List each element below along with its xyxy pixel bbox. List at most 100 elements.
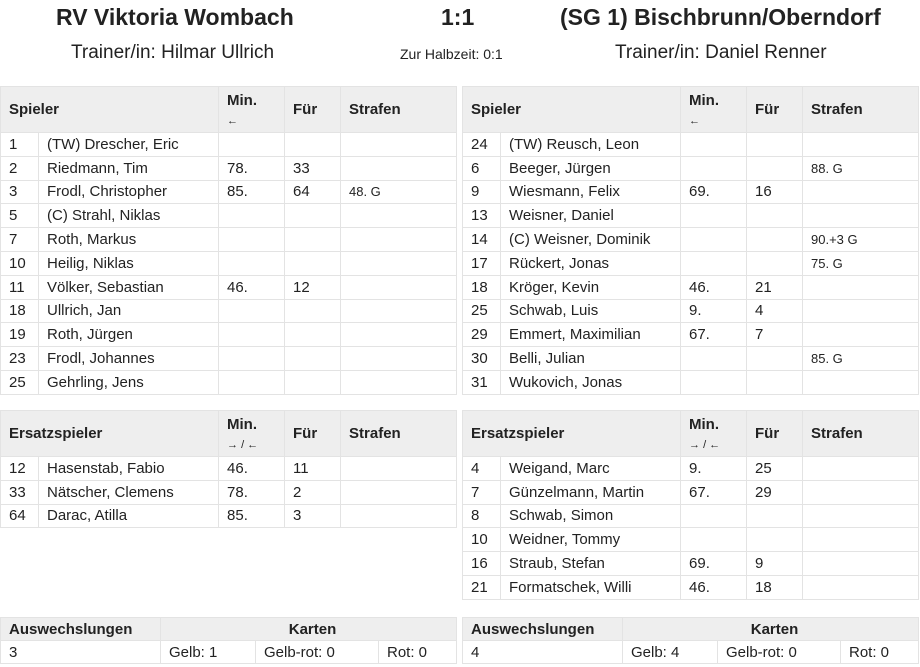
- penalty: 88. G: [802, 155, 919, 181]
- player-name: Weigand, Marc: [499, 456, 682, 481]
- substituted-for: 64: [284, 179, 341, 205]
- substituted-for: 4: [746, 298, 803, 324]
- substituted-for: 9: [746, 551, 804, 576]
- sub-minute: 46.: [218, 274, 285, 300]
- sub-minute: [680, 203, 747, 229]
- penalty: [802, 274, 919, 300]
- min-label: Min.: [227, 92, 257, 109]
- player-name: (TW) Drescher, Eric: [38, 132, 219, 157]
- substituted-for: 11: [284, 456, 342, 481]
- player-name: Gehrling, Jens: [38, 369, 219, 395]
- player-row: 23 Frodl, Johannes: [0, 346, 457, 371]
- player-row: 18 Kröger, Kevin 46. 21: [462, 274, 919, 300]
- sub-minute: [218, 298, 285, 324]
- penalty: [802, 203, 919, 229]
- sub-minute: [218, 132, 285, 157]
- player-row: 29 Emmert, Maximilian 67. 7: [462, 322, 919, 348]
- player-name: (TW) Reusch, Leon: [500, 132, 681, 157]
- sub-minute: 78.: [218, 155, 285, 181]
- shirt-number: 13: [462, 203, 501, 229]
- min-label: Min.: [689, 416, 720, 433]
- player-name: Wiesmann, Felix: [500, 179, 681, 205]
- player-name: Wukovich, Jonas: [500, 369, 681, 395]
- penalty: [340, 456, 458, 481]
- sub-minute: [218, 322, 285, 348]
- player-name: Beeger, Jürgen: [500, 155, 681, 181]
- sub-minute: [218, 369, 285, 395]
- sub-minute: [680, 250, 747, 276]
- substituted-for: 18: [746, 574, 804, 600]
- player-name: Roth, Markus: [38, 227, 219, 252]
- sub-minute: 85.: [218, 503, 286, 529]
- penalty: [340, 132, 457, 157]
- substituted-for: [284, 322, 341, 348]
- yellow-cards: Gelb: 1: [160, 640, 256, 664]
- shirt-number: 29: [462, 322, 501, 348]
- player-row: 19 Roth, Jürgen: [0, 322, 457, 348]
- player-row: 10 Heilig, Niklas: [0, 250, 457, 276]
- header-min: Min. ←: [218, 86, 285, 133]
- player-name: Emmert, Maximilian: [500, 322, 681, 348]
- sub-minute: [680, 132, 747, 157]
- shirt-number: 18: [0, 298, 39, 324]
- player-row: 9 Wiesmann, Felix 69. 16: [462, 179, 919, 205]
- penalty: [802, 574, 920, 600]
- player-row: 7 Roth, Markus: [0, 227, 457, 252]
- player-row: 14 (C) Weisner, Dominik 90.+3 G: [462, 227, 919, 252]
- sub-minute: 67.: [680, 479, 748, 505]
- substituted-for: 25: [746, 456, 804, 481]
- player-name: (C) Strahl, Niklas: [38, 203, 219, 229]
- player-name: Rückert, Jonas: [500, 250, 681, 276]
- player-name: Belli, Julian: [500, 346, 681, 371]
- substituted-for: [746, 155, 803, 181]
- substituted-for: 3: [284, 503, 342, 529]
- sub-minute: [218, 227, 285, 252]
- header-changes: Auswechslungen: [0, 617, 161, 641]
- shirt-number: 2: [0, 155, 39, 181]
- header-min: Min. → / ←: [218, 410, 286, 457]
- header-strafen: Strafen: [802, 86, 919, 133]
- penalty: [802, 369, 919, 395]
- penalty: 90.+3 G: [802, 227, 919, 252]
- header-players: Spieler: [0, 86, 219, 133]
- substituted-for: [746, 132, 803, 157]
- player-row: 21 Formatschek, Willi 46. 18: [462, 574, 920, 600]
- player-name: Kröger, Kevin: [500, 274, 681, 300]
- player-name: Günzelmann, Martin: [499, 479, 682, 505]
- player-row: 5 (C) Strahl, Niklas: [0, 203, 457, 229]
- shirt-number: 4: [462, 456, 501, 481]
- shirt-number: 31: [462, 369, 501, 395]
- sub-minute: [218, 250, 285, 276]
- penalty: [340, 479, 458, 505]
- penalty: 75. G: [802, 250, 919, 276]
- player-row: 18 Ullrich, Jan: [0, 298, 457, 324]
- shirt-number: 14: [462, 227, 501, 252]
- away-players-table: Spieler Min. ← Für Strafen 24 (TW) Reusch, Leo…: [462, 86, 919, 395]
- shirt-number: 17: [462, 250, 501, 276]
- player-name: Weisner, Daniel: [500, 203, 681, 229]
- sub-minute: [680, 503, 748, 529]
- shirt-number: 6: [462, 155, 501, 181]
- shirt-number: 16: [462, 551, 501, 576]
- arrow-icon: ←: [689, 115, 700, 127]
- sub-minute: [680, 527, 748, 553]
- header-fuer: Für: [284, 86, 341, 133]
- substituted-for: [284, 250, 341, 276]
- sub-minute: [680, 227, 747, 252]
- sub-minute: 46.: [680, 574, 748, 600]
- yellow-red-cards: Gelb-rot: 0: [255, 640, 379, 664]
- arrow-icon: → / ←: [689, 439, 721, 451]
- substituted-for: 16: [746, 179, 803, 205]
- sub-minute: 78.: [218, 479, 286, 505]
- header-cards: Karten: [159, 617, 458, 641]
- shirt-number: 3: [0, 179, 39, 205]
- header-strafen: Strafen: [340, 86, 457, 133]
- player-name: Völker, Sebastian: [38, 274, 219, 300]
- player-row: 10 Weidner, Tommy: [462, 527, 920, 553]
- player-name: Darac, Atilla: [37, 503, 220, 529]
- player-name: Schwab, Luis: [500, 298, 681, 324]
- penalty: [340, 322, 457, 348]
- sub-minute: [680, 155, 747, 181]
- player-name: Frodl, Johannes: [38, 346, 219, 371]
- substituted-for: [284, 132, 341, 157]
